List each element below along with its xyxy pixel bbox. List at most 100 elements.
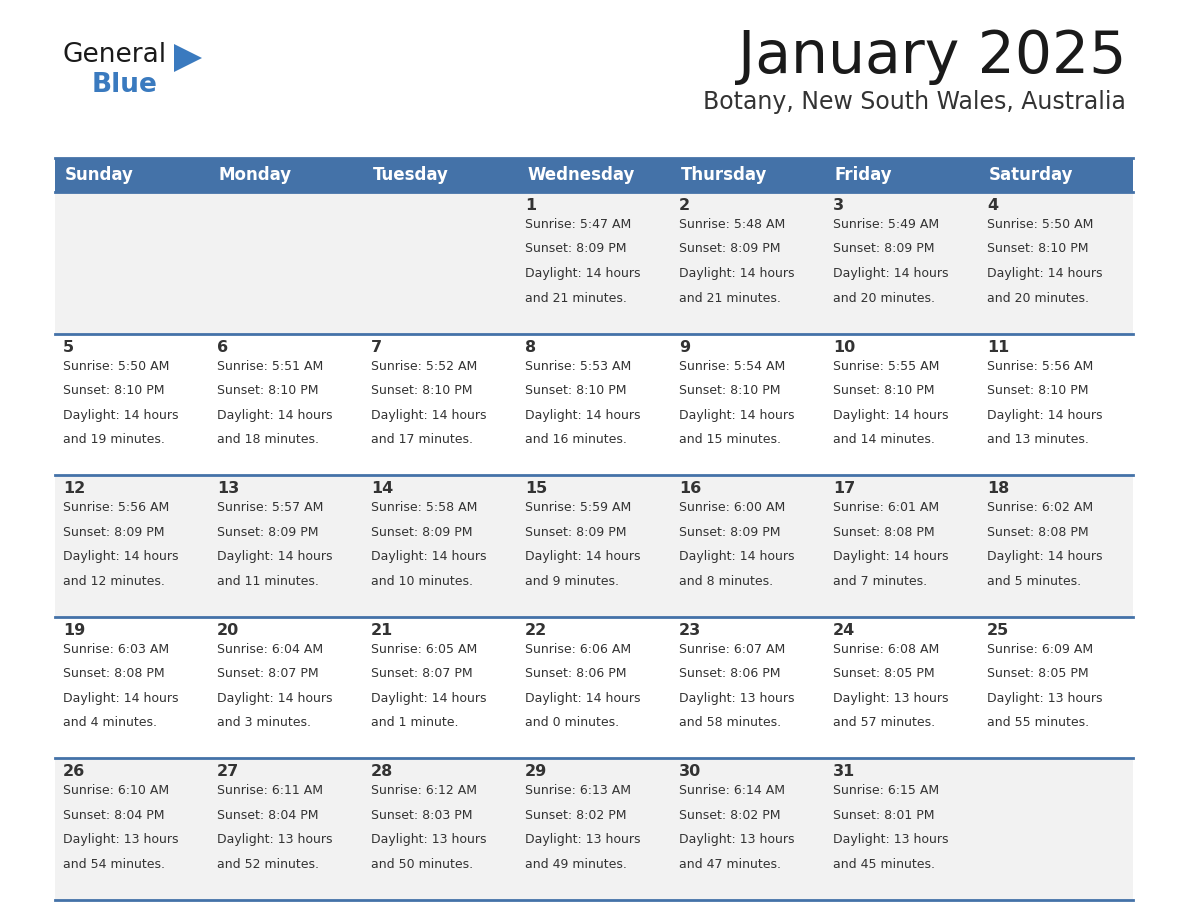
- Text: 22: 22: [525, 622, 548, 638]
- Text: Sunset: 8:05 PM: Sunset: 8:05 PM: [987, 667, 1088, 680]
- Text: Sunset: 8:06 PM: Sunset: 8:06 PM: [680, 667, 781, 680]
- Bar: [364, 333, 517, 476]
- Text: 24: 24: [833, 622, 855, 638]
- Text: and 52 minutes.: and 52 minutes.: [217, 858, 320, 871]
- Text: Sunset: 8:09 PM: Sunset: 8:09 PM: [680, 526, 781, 539]
- Bar: [517, 476, 671, 617]
- Bar: [824, 758, 979, 900]
- Text: 23: 23: [680, 622, 701, 638]
- Text: Daylight: 14 hours: Daylight: 14 hours: [525, 550, 640, 564]
- Text: 27: 27: [217, 765, 239, 779]
- Text: Sunrise: 5:50 AM: Sunrise: 5:50 AM: [987, 218, 1093, 231]
- Text: Sunrise: 5:51 AM: Sunrise: 5:51 AM: [217, 360, 323, 373]
- Text: and 4 minutes.: and 4 minutes.: [63, 716, 157, 729]
- Text: and 14 minutes.: and 14 minutes.: [833, 433, 935, 446]
- Text: and 57 minutes.: and 57 minutes.: [833, 716, 935, 729]
- Bar: [209, 333, 364, 476]
- Text: 11: 11: [987, 340, 1010, 354]
- Bar: [364, 192, 517, 333]
- Bar: [979, 192, 1133, 333]
- Text: Sunset: 8:10 PM: Sunset: 8:10 PM: [680, 384, 781, 397]
- Text: Daylight: 14 hours: Daylight: 14 hours: [217, 550, 333, 564]
- Text: 17: 17: [833, 481, 855, 497]
- Text: Daylight: 14 hours: Daylight: 14 hours: [371, 692, 487, 705]
- Text: 5: 5: [63, 340, 74, 354]
- Text: Sunrise: 5:59 AM: Sunrise: 5:59 AM: [525, 501, 631, 514]
- Text: Daylight: 14 hours: Daylight: 14 hours: [833, 267, 948, 280]
- Text: Daylight: 14 hours: Daylight: 14 hours: [217, 692, 333, 705]
- Text: Sunrise: 5:56 AM: Sunrise: 5:56 AM: [63, 501, 169, 514]
- Bar: [517, 192, 671, 333]
- Text: Thursday: Thursday: [681, 166, 767, 184]
- Bar: [979, 333, 1133, 476]
- Text: Sunset: 8:10 PM: Sunset: 8:10 PM: [63, 384, 164, 397]
- Text: Sunset: 8:09 PM: Sunset: 8:09 PM: [63, 526, 164, 539]
- Text: Daylight: 14 hours: Daylight: 14 hours: [371, 550, 487, 564]
- Bar: [364, 476, 517, 617]
- Text: and 10 minutes.: and 10 minutes.: [371, 575, 473, 588]
- Text: Sunset: 8:09 PM: Sunset: 8:09 PM: [525, 242, 626, 255]
- Text: Daylight: 14 hours: Daylight: 14 hours: [833, 550, 948, 564]
- Text: Botany, New South Wales, Australia: Botany, New South Wales, Australia: [703, 90, 1126, 114]
- Text: and 18 minutes.: and 18 minutes.: [217, 433, 320, 446]
- Bar: [517, 758, 671, 900]
- Text: 7: 7: [371, 340, 383, 354]
- Text: and 15 minutes.: and 15 minutes.: [680, 433, 781, 446]
- Text: and 16 minutes.: and 16 minutes.: [525, 433, 627, 446]
- Text: Daylight: 14 hours: Daylight: 14 hours: [63, 692, 178, 705]
- Text: 10: 10: [833, 340, 855, 354]
- Text: Daylight: 13 hours: Daylight: 13 hours: [833, 692, 948, 705]
- Text: Sunrise: 6:10 AM: Sunrise: 6:10 AM: [63, 784, 169, 798]
- Text: Daylight: 14 hours: Daylight: 14 hours: [987, 550, 1102, 564]
- Bar: [979, 476, 1133, 617]
- Text: Sunset: 8:08 PM: Sunset: 8:08 PM: [833, 526, 935, 539]
- Text: Sunset: 8:02 PM: Sunset: 8:02 PM: [680, 809, 781, 822]
- Text: 3: 3: [833, 198, 845, 213]
- Text: 12: 12: [63, 481, 86, 497]
- Text: Sunrise: 6:15 AM: Sunrise: 6:15 AM: [833, 784, 940, 798]
- Text: Sunrise: 6:05 AM: Sunrise: 6:05 AM: [371, 643, 478, 655]
- Text: Daylight: 13 hours: Daylight: 13 hours: [371, 834, 487, 846]
- Text: 14: 14: [371, 481, 393, 497]
- Text: Sunset: 8:07 PM: Sunset: 8:07 PM: [217, 667, 318, 680]
- Text: Sunrise: 6:00 AM: Sunrise: 6:00 AM: [680, 501, 785, 514]
- Text: Daylight: 13 hours: Daylight: 13 hours: [680, 834, 795, 846]
- Text: Daylight: 14 hours: Daylight: 14 hours: [63, 409, 178, 421]
- Text: Daylight: 14 hours: Daylight: 14 hours: [217, 409, 333, 421]
- Text: 28: 28: [371, 765, 393, 779]
- Text: and 8 minutes.: and 8 minutes.: [680, 575, 773, 588]
- Text: Sunrise: 6:06 AM: Sunrise: 6:06 AM: [525, 643, 631, 655]
- Text: Sunset: 8:03 PM: Sunset: 8:03 PM: [371, 809, 473, 822]
- Bar: [824, 617, 979, 758]
- Text: Daylight: 13 hours: Daylight: 13 hours: [680, 692, 795, 705]
- Text: Daylight: 13 hours: Daylight: 13 hours: [833, 834, 948, 846]
- Bar: [517, 333, 671, 476]
- Text: and 20 minutes.: and 20 minutes.: [833, 292, 935, 305]
- Bar: [209, 758, 364, 900]
- Text: Sunrise: 5:55 AM: Sunrise: 5:55 AM: [833, 360, 940, 373]
- Text: Daylight: 13 hours: Daylight: 13 hours: [987, 692, 1102, 705]
- Text: Sunrise: 5:57 AM: Sunrise: 5:57 AM: [217, 501, 323, 514]
- Bar: [55, 333, 209, 476]
- Text: Sunrise: 6:03 AM: Sunrise: 6:03 AM: [63, 643, 169, 655]
- Bar: [517, 617, 671, 758]
- Text: Sunrise: 6:09 AM: Sunrise: 6:09 AM: [987, 643, 1093, 655]
- Text: and 12 minutes.: and 12 minutes.: [63, 575, 165, 588]
- Text: Sunset: 8:04 PM: Sunset: 8:04 PM: [63, 809, 164, 822]
- Text: Sunrise: 5:53 AM: Sunrise: 5:53 AM: [525, 360, 631, 373]
- Bar: [671, 333, 824, 476]
- Text: 25: 25: [987, 622, 1010, 638]
- Bar: [364, 617, 517, 758]
- Text: 21: 21: [371, 622, 393, 638]
- Bar: [671, 758, 824, 900]
- Text: Daylight: 13 hours: Daylight: 13 hours: [217, 834, 333, 846]
- Text: Daylight: 14 hours: Daylight: 14 hours: [833, 409, 948, 421]
- Text: Daylight: 13 hours: Daylight: 13 hours: [525, 834, 640, 846]
- Bar: [209, 192, 364, 333]
- Bar: [824, 192, 979, 333]
- Text: Sunset: 8:09 PM: Sunset: 8:09 PM: [217, 526, 318, 539]
- Text: 15: 15: [525, 481, 548, 497]
- Text: and 0 minutes.: and 0 minutes.: [525, 716, 619, 729]
- Bar: [55, 192, 209, 333]
- Text: Sunrise: 6:12 AM: Sunrise: 6:12 AM: [371, 784, 478, 798]
